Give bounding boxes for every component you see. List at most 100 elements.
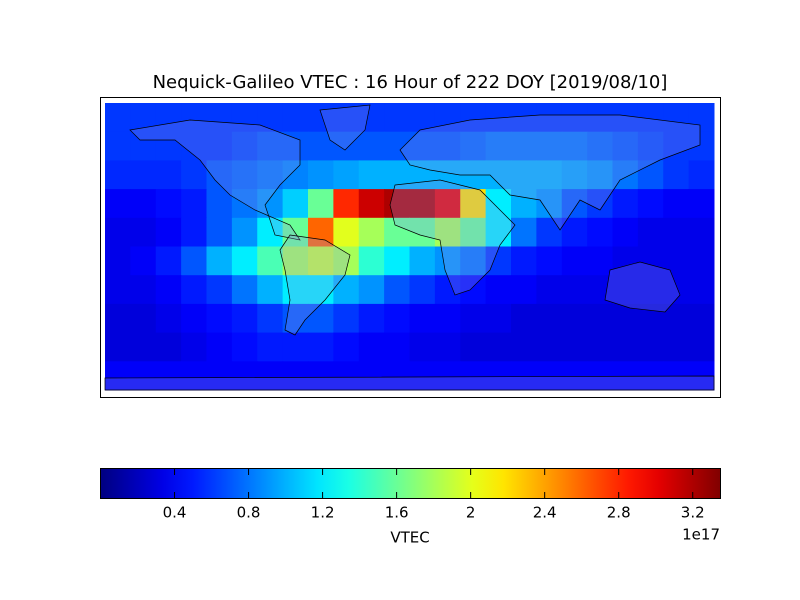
cell — [130, 275, 157, 305]
cell — [485, 361, 512, 391]
colorbar-tick-label: 0.4 — [163, 504, 187, 522]
cell — [206, 275, 233, 305]
cell — [434, 131, 461, 161]
cell — [434, 303, 461, 334]
cell — [257, 131, 284, 161]
chart-title: Nequick-Galileo VTEC : 16 Hour of 222 DO… — [153, 72, 668, 93]
cell — [384, 131, 410, 161]
cell — [637, 303, 664, 334]
australia — [604, 261, 681, 313]
cell — [460, 131, 487, 161]
cell — [231, 332, 258, 362]
cell — [333, 160, 360, 190]
cell — [105, 189, 131, 219]
cell — [536, 131, 563, 161]
cell — [333, 361, 360, 391]
cell — [206, 303, 233, 334]
cell — [511, 246, 537, 276]
cell — [688, 103, 715, 133]
cell — [587, 361, 613, 391]
cell — [561, 332, 588, 362]
cell — [637, 332, 664, 362]
colorbar-tick-label: 2 — [466, 504, 476, 522]
cell — [181, 303, 207, 334]
cell — [561, 160, 588, 190]
heatmap — [105, 103, 715, 391]
cell — [105, 332, 131, 362]
cell — [561, 303, 588, 334]
antarctica — [104, 375, 715, 391]
colorbar-label: VTEC — [390, 529, 429, 547]
cell — [333, 332, 360, 362]
cell — [231, 275, 258, 305]
cell — [181, 160, 207, 190]
cell — [460, 361, 487, 391]
cell — [155, 103, 182, 133]
cell — [612, 103, 639, 133]
cell — [511, 303, 537, 334]
cell — [536, 275, 563, 305]
cell — [105, 246, 131, 276]
cell — [130, 131, 157, 161]
cell — [105, 275, 131, 305]
cell — [308, 246, 334, 276]
cell — [612, 275, 639, 305]
cell — [434, 160, 461, 190]
cell — [105, 160, 131, 190]
colorbar-tick-label: 1.2 — [311, 504, 335, 522]
map-frame — [100, 97, 721, 398]
cell — [257, 303, 284, 334]
cell — [587, 217, 613, 247]
cell — [105, 217, 131, 247]
cell — [511, 160, 537, 190]
cell — [206, 189, 233, 219]
cell — [434, 361, 461, 391]
cell — [231, 303, 258, 334]
cell — [181, 332, 207, 362]
cell — [637, 246, 664, 276]
coastlines — [104, 104, 715, 391]
cell — [155, 246, 182, 276]
cell — [561, 361, 588, 391]
cell — [384, 246, 410, 276]
cell — [155, 361, 182, 391]
cell — [587, 131, 613, 161]
cell — [308, 189, 334, 219]
cell — [105, 361, 131, 391]
cell — [511, 361, 537, 391]
cell — [409, 103, 436, 133]
cell — [612, 217, 639, 247]
cell — [637, 160, 664, 190]
cell — [257, 246, 284, 276]
cell — [206, 332, 233, 362]
cell — [155, 217, 182, 247]
south-america — [279, 234, 351, 336]
cell — [612, 131, 639, 161]
cell — [612, 361, 639, 391]
cell — [688, 217, 715, 247]
cell — [688, 131, 715, 161]
cell — [587, 160, 613, 190]
cell — [587, 275, 613, 305]
cell — [663, 189, 690, 219]
cell — [130, 332, 157, 362]
colorbar-offset: 1e17 — [682, 526, 720, 544]
cell — [536, 303, 563, 334]
cell — [155, 332, 182, 362]
cell — [105, 103, 131, 133]
cell — [130, 303, 157, 334]
colorbar-tick-label: 2.4 — [533, 504, 557, 522]
cell — [460, 303, 487, 334]
cell — [231, 131, 258, 161]
cell — [155, 189, 182, 219]
cell — [181, 103, 207, 133]
cell — [358, 131, 385, 161]
cell — [409, 160, 436, 190]
cell — [358, 217, 385, 247]
cell — [155, 275, 182, 305]
cell — [181, 189, 207, 219]
cell — [536, 361, 563, 391]
cell — [663, 332, 690, 362]
cell — [637, 217, 664, 247]
greenland — [319, 104, 371, 151]
